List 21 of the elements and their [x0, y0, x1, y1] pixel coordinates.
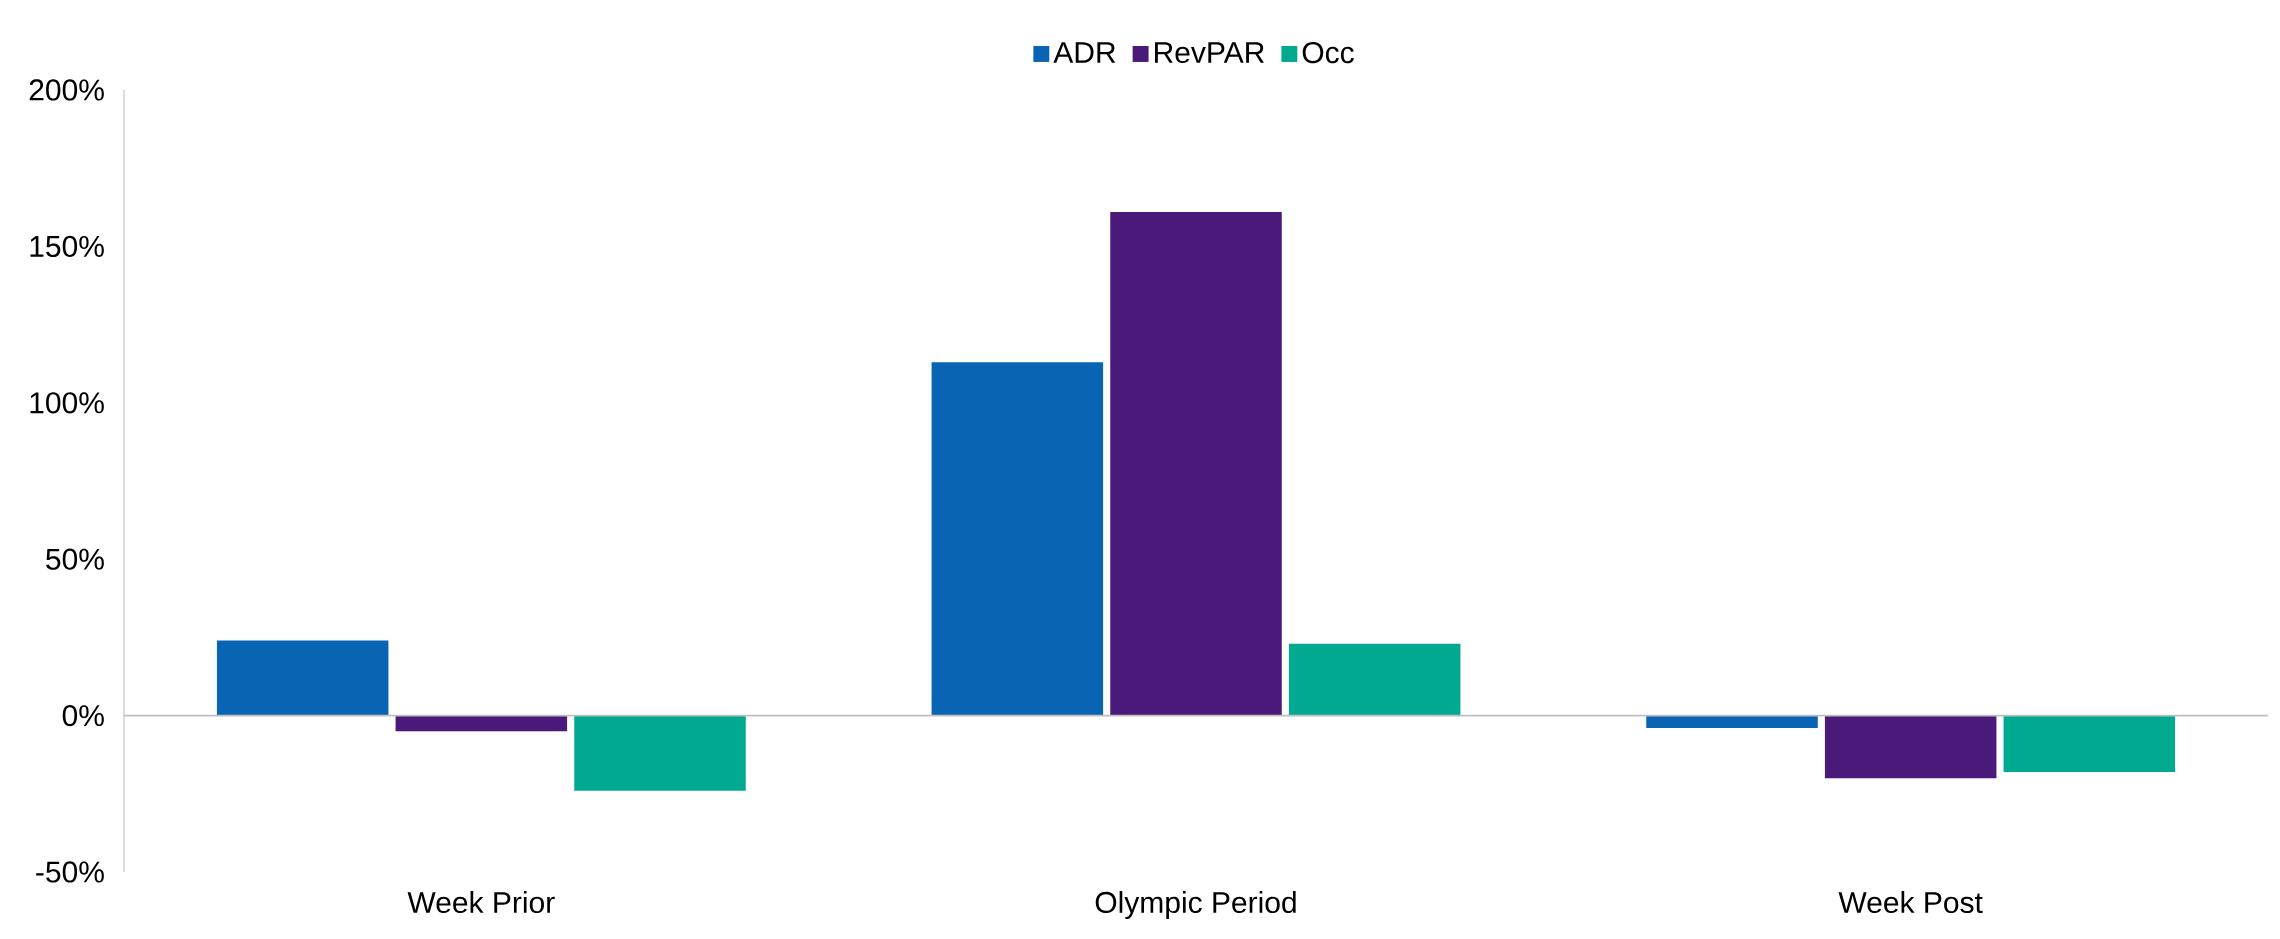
bar: [1110, 211, 1282, 716]
x-tick-label: Olympic Period: [1095, 891, 1296, 920]
y-tick-label: 200%: [29, 79, 104, 101]
bar: [574, 715, 746, 791]
legend-label: ADR: [1053, 42, 1116, 63]
bar: [1288, 643, 1461, 716]
x-tick-label: Week Post: [1838, 891, 1983, 914]
y-tick-label: 150%: [30, 235, 104, 258]
bar: [216, 640, 389, 716]
legend-label: Occ: [1302, 42, 1354, 64]
y-tick-label: -50%: [36, 861, 104, 883]
bar: [1824, 715, 1997, 779]
y-tick-label: 0%: [62, 704, 104, 727]
y-tick-label: 100%: [30, 392, 104, 414]
y-tick-label: 50%: [46, 548, 104, 570]
bar: [931, 362, 1104, 716]
legend-label: RevPAR: [1155, 42, 1264, 64]
bar: [395, 715, 568, 732]
bar: [2003, 715, 2176, 772]
bar: [1646, 715, 1818, 729]
x-tick-label: Week Prior: [407, 891, 555, 914]
